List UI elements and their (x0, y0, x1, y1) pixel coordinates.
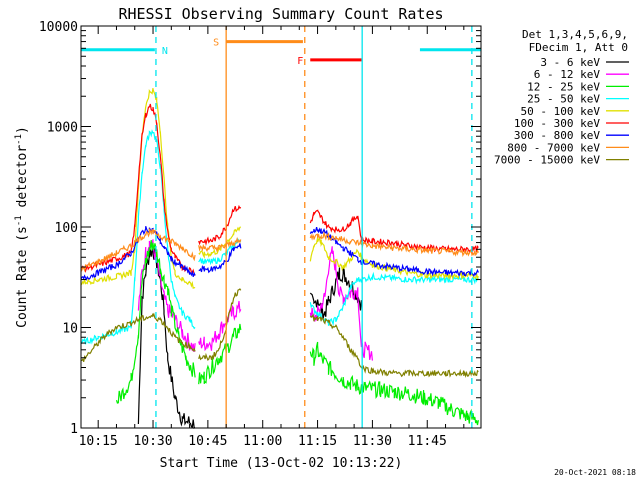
y-tick-label-4: 10000 (39, 20, 78, 35)
generation-timestamp: 20-Oct-2021 08:18 (554, 468, 636, 477)
legend-label-4: 50 - 100 keV (521, 105, 601, 118)
chart-title: RHESSI Observing Summary Count Rates (118, 5, 443, 23)
flag-label-N: N (162, 46, 168, 57)
flag-label-S: S (213, 38, 219, 49)
flag-label-F: F (297, 56, 303, 67)
series-line-8 (80, 288, 479, 379)
x-tick-label-0: 10:15 (79, 434, 118, 449)
legend-label-3: 25 - 50 keV (527, 93, 600, 106)
legend-label-2: 12 - 25 keV (527, 80, 600, 93)
legend-header-line1: Det 1,3,4,5,6,9, (522, 28, 628, 41)
plot-frame (80, 25, 482, 429)
x-axis-label: Start Time (13-Oct-02 10:13:22) (160, 456, 403, 471)
x-tick-label-6: 11:45 (408, 434, 447, 449)
series-line-3 (80, 129, 479, 345)
series-line-6 (80, 226, 479, 281)
y-tick-label-0: 1 (70, 422, 78, 437)
series-line-1 (137, 239, 373, 361)
legend-label-6: 300 - 800 keV (514, 129, 600, 142)
plot-area: N S F (80, 26, 481, 429)
y-axis-label: Count Rate (s-1 detector-1) (14, 126, 30, 328)
legend-header-line2: FDecim 1, Att 0 (529, 41, 628, 54)
legend-label-1: 6 - 12 keV (534, 68, 601, 81)
y-tick-label-3: 1000 (47, 121, 78, 136)
series-line-0 (137, 248, 362, 429)
legend-label-7: 800 - 7000 keV (507, 141, 600, 154)
y-tick-label-1: 10 (62, 322, 78, 337)
y-tick-label-2: 100 (55, 221, 78, 236)
legend-label-0: 3 - 6 keV (540, 56, 600, 69)
legend-label-5: 100 - 300 keV (514, 117, 600, 130)
x-tick-label-4: 11:15 (298, 434, 337, 449)
x-tick-label-5: 11:30 (353, 434, 392, 449)
x-tick-label-2: 10:45 (188, 434, 227, 449)
axis-ticks: 10:15 10:30 10:45 11:00 11:15 11:30 11:45 1 10 10… (39, 20, 481, 449)
series-line-7 (80, 227, 479, 273)
x-tick-label-3: 11:00 (243, 434, 282, 449)
legend: Det 1,3,4,5,6,9, FDecim 1, Att 0 3 - 6 k… (494, 28, 629, 167)
x-tick-label-1: 10:30 (133, 434, 172, 449)
legend-label-8: 7000 - 15000 keV (494, 154, 600, 167)
